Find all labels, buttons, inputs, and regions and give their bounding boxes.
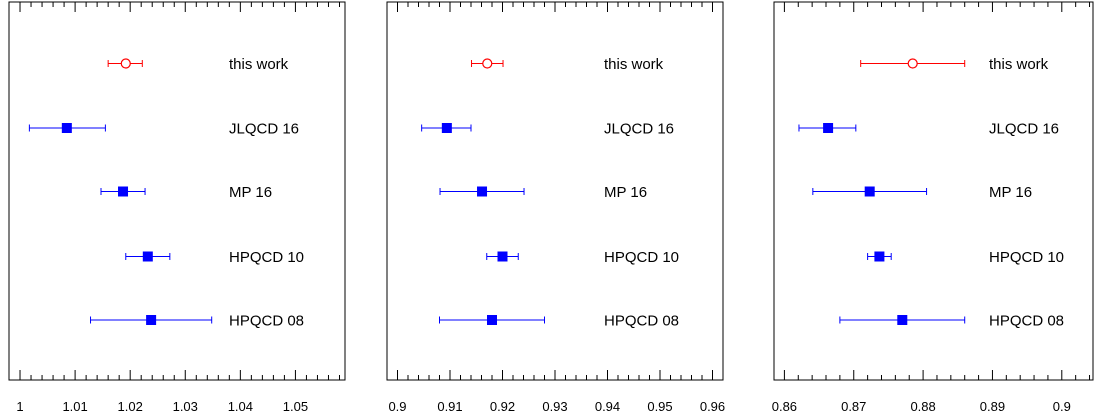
plot-frame (773, 1, 1094, 381)
data-point-hpqcd-08 (839, 315, 966, 325)
data-point-jlqcd-16 (28, 123, 106, 133)
row-label: HPQCD 10 (229, 249, 304, 266)
data-point-jlqcd-16 (421, 123, 472, 133)
marker-filled-square (897, 315, 908, 325)
marker-open-circle (120, 58, 131, 69)
x-tick-label: 0.94 (595, 399, 620, 414)
data-point-mp-16 (439, 186, 525, 197)
x-tick-label: 1.03 (173, 399, 198, 414)
data-point-this-work (107, 58, 143, 69)
data-point-this-work (860, 58, 966, 69)
row-label: this work (989, 56, 1049, 73)
marker-open-circle (482, 58, 493, 69)
marker-filled-square (118, 186, 129, 197)
row-label: MP 16 (989, 184, 1032, 201)
row-label: JLQCD 16 (989, 121, 1059, 138)
data-point-hpqcd-10 (486, 251, 519, 262)
data-point-hpqcd-08 (90, 315, 213, 325)
x-tick-label: 1.05 (283, 399, 308, 414)
row-label: HPQCD 08 (989, 313, 1064, 330)
row-label: HPQCD 10 (604, 249, 679, 266)
marker-filled-square (864, 186, 875, 197)
x-tick-label: 0.88 (910, 399, 935, 414)
data-point-hpqcd-10 (867, 251, 892, 262)
x-tick-label: 0.9 (1053, 399, 1071, 414)
row-label: MP 16 (229, 184, 272, 201)
row-label: MP 16 (604, 184, 647, 201)
data-point-this-work (471, 58, 504, 69)
x-tick-label: 0.96 (700, 399, 725, 414)
x-tick-label: 1 (16, 399, 23, 414)
x-tick-label: 0.92 (490, 399, 515, 414)
chart-panel-1: 1 1.01 1.02 1.03 1.04 1.05 this work JLQCD 16 MP… (8, 1, 346, 414)
marker-open-circle (907, 58, 918, 69)
x-tick-label: 0.86 (772, 399, 797, 414)
data-point-mp-16 (812, 186, 928, 197)
marker-filled-square (874, 251, 885, 262)
x-tick-label: 0.95 (647, 399, 672, 414)
plot-frame (8, 1, 346, 381)
marker-filled-square (146, 315, 157, 325)
chart-panel-2: 0.9 0.91 0.92 0.93 0.94 0.95 0.96 this work JLQC… (386, 1, 725, 414)
row-label: this work (229, 56, 289, 73)
row-label: HPQCD 08 (604, 313, 679, 330)
marker-filled-square (497, 251, 508, 262)
data-point-hpqcd-10 (125, 251, 171, 262)
x-tick-label: 0.87 (841, 399, 866, 414)
marker-filled-square (441, 123, 452, 133)
x-tick-label: 1.02 (118, 399, 143, 414)
data-point-mp-16 (100, 186, 146, 197)
x-tick-label: 1.04 (228, 399, 253, 414)
x-tick-label: 0.9 (388, 399, 406, 414)
marker-filled-square (477, 186, 488, 197)
data-point-jlqcd-16 (798, 123, 857, 133)
data-point-hpqcd-08 (439, 315, 545, 325)
x-tick-label: 0.93 (542, 399, 567, 414)
x-tick-label: 0.91 (437, 399, 462, 414)
marker-filled-square (61, 123, 72, 133)
marker-filled-square (823, 123, 834, 133)
row-label: JLQCD 16 (604, 121, 674, 138)
x-tick-label: 0.89 (980, 399, 1005, 414)
x-tick-label: 1.01 (62, 399, 87, 414)
marker-filled-square (142, 251, 153, 262)
row-label: JLQCD 16 (229, 121, 299, 138)
marker-filled-square (487, 315, 497, 325)
row-label: HPQCD 10 (989, 249, 1064, 266)
row-label: HPQCD 08 (229, 313, 304, 330)
chart-panel-3: 0.86 0.87 0.88 0.89 0.9 this work JLQCD 16 MP 1… (772, 1, 1094, 414)
row-label: this work (604, 56, 664, 73)
